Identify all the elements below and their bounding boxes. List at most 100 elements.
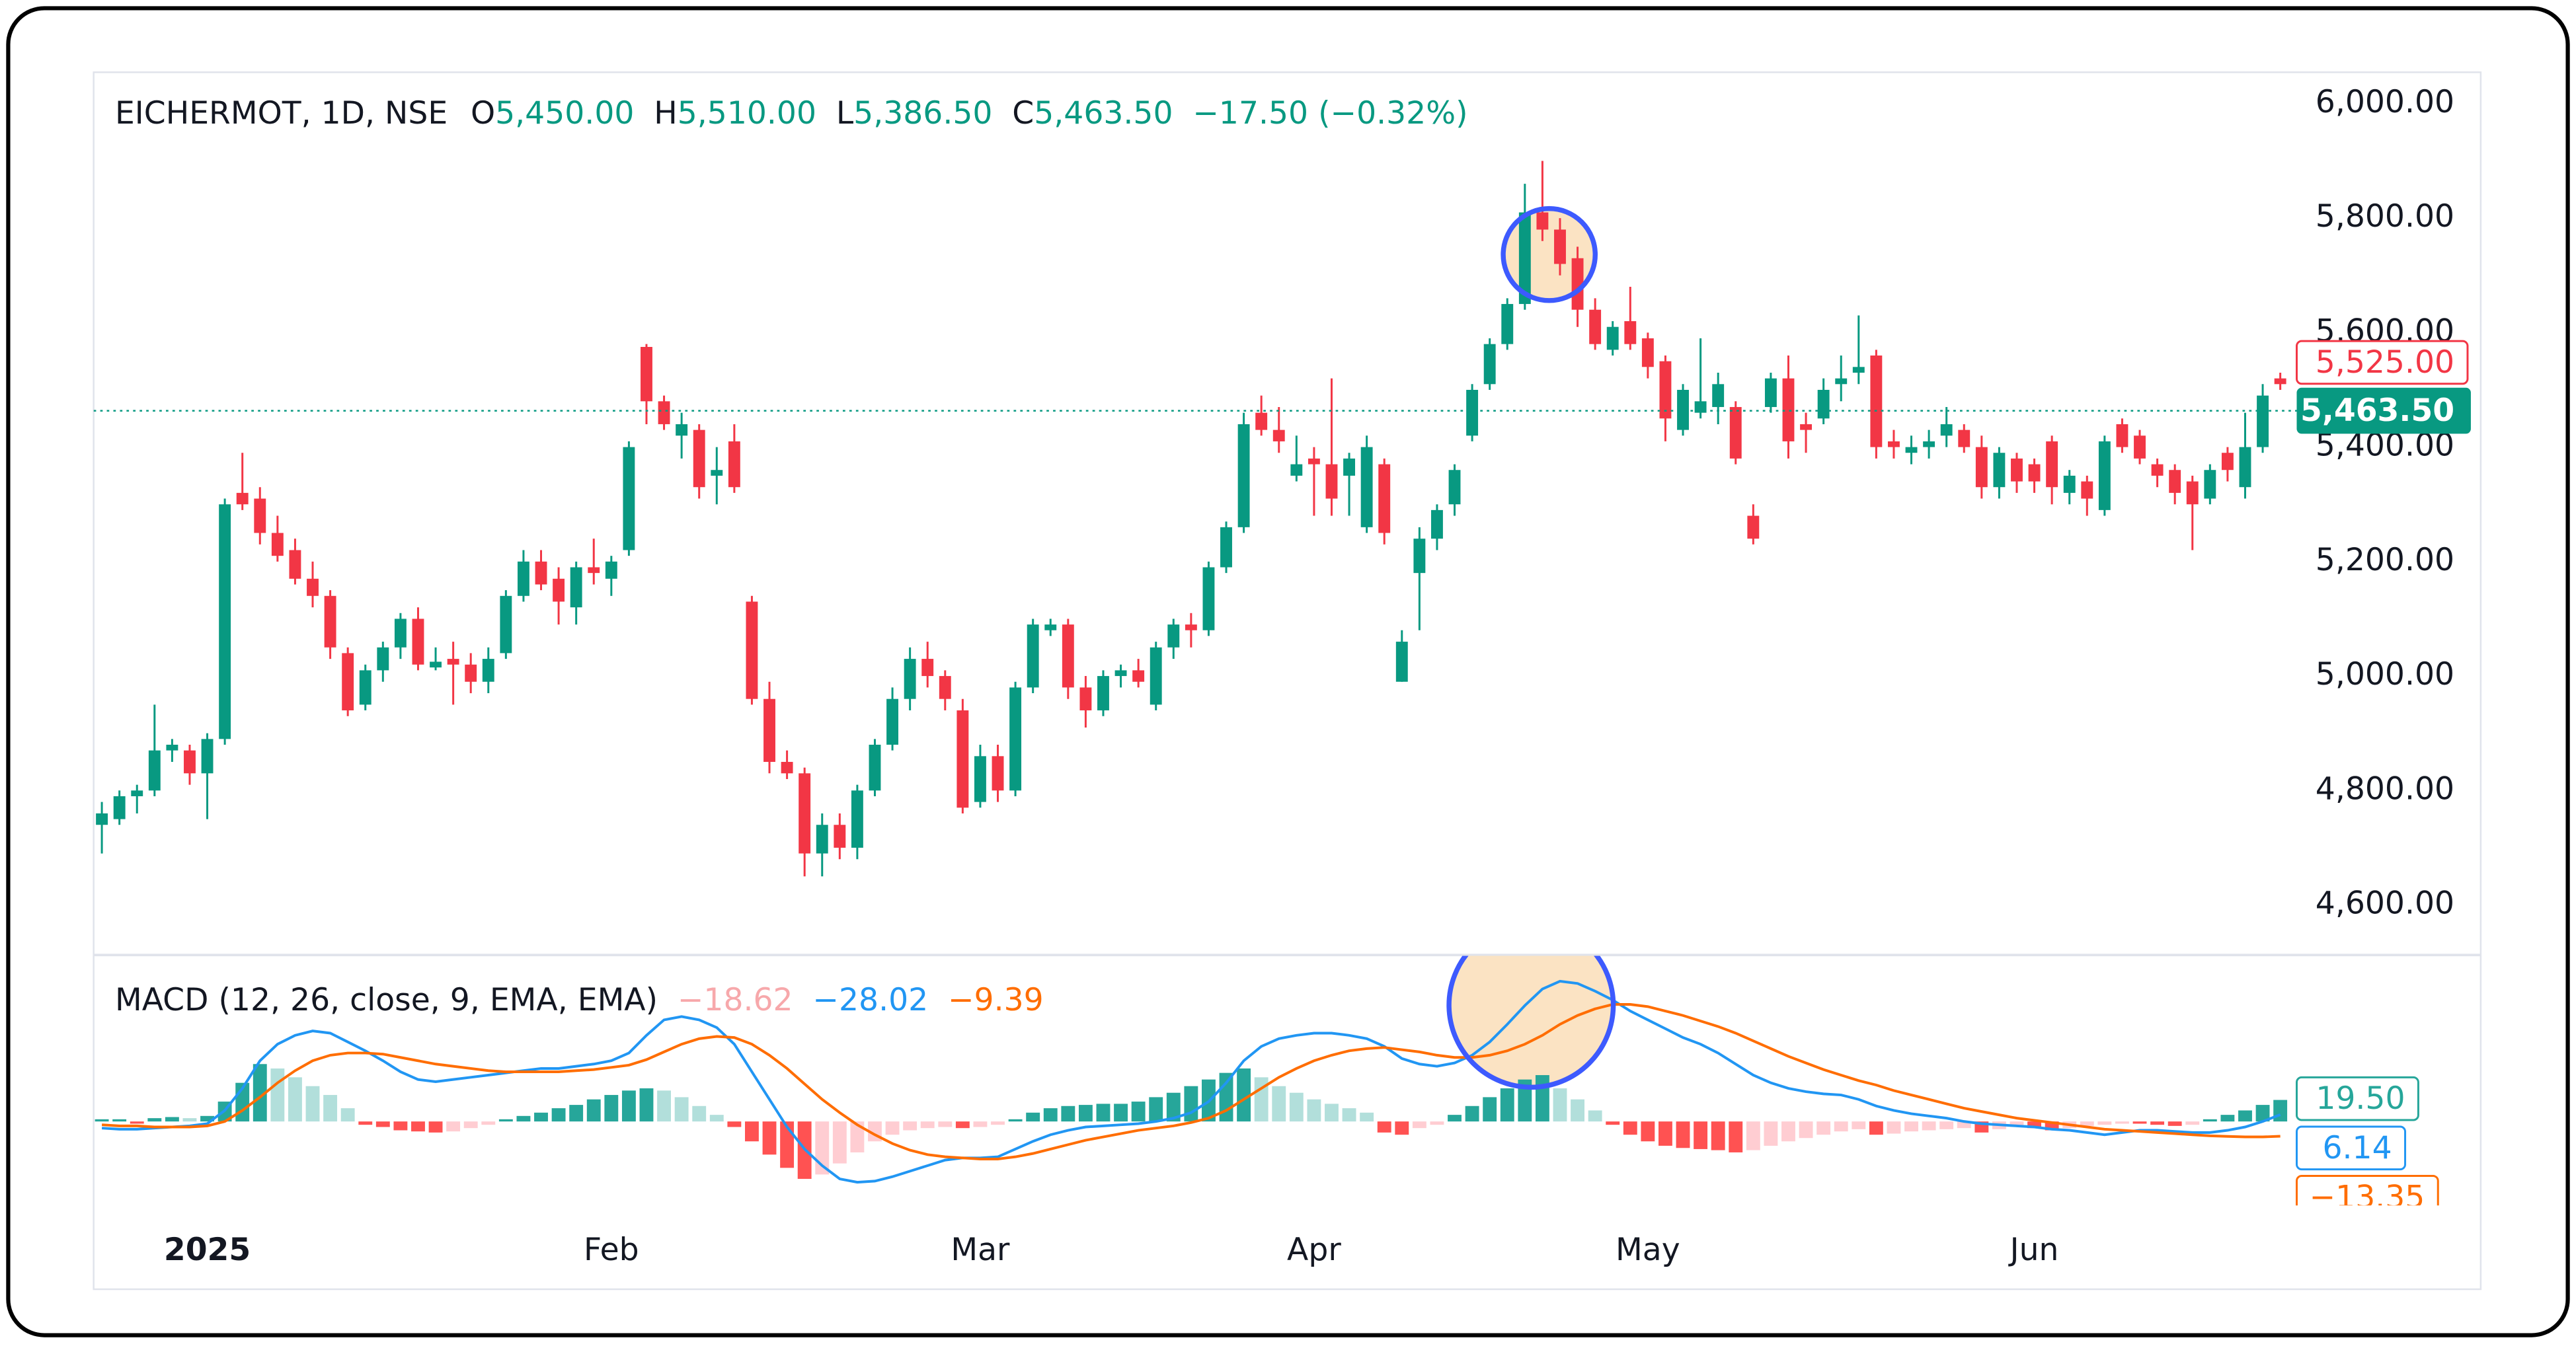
candle-body [2134,435,2146,459]
histogram-bar [1869,1121,1883,1135]
histogram-bar [1008,1119,1023,1122]
candle-body [1589,309,1602,344]
histogram-bar [1465,1106,1479,1122]
histogram-bar [1500,1088,1514,1122]
x-tick-label: 2025 [164,1232,251,1268]
histogram-bar [112,1119,127,1122]
histogram-bar [674,1097,689,1122]
histogram-bar [463,1121,478,1129]
histogram-bar [991,1121,1005,1125]
histogram-bar [2132,1121,2147,1124]
candle-body [658,401,670,424]
signal-line [101,1003,2281,1160]
histogram-bar [709,1115,724,1122]
price-mark-tag [2296,340,2469,385]
macd-pane [95,956,2288,1184]
symbol: EICHERMOT, 1D, NSE [115,95,448,131]
candle-body [1132,670,1145,682]
indicator-tag-label: −13.35 [2310,1179,2425,1215]
histogram-bar [920,1121,935,1129]
candle-body [693,430,705,488]
candle-body [1800,424,1813,430]
candle-body [1360,447,1373,527]
histogram-bar [1483,1097,1497,1122]
histogram-bar [885,1121,900,1135]
candle-body [728,441,740,488]
candle-body [869,744,881,791]
candle-body [799,773,811,854]
histogram-bar [253,1064,267,1122]
candle-body [1378,464,1391,533]
candle-body [184,750,196,774]
candle-body [1114,670,1127,677]
candle-body [166,744,178,751]
histogram-bar [165,1117,179,1122]
highlight-circle [1501,206,1598,303]
candle-body [1413,539,1426,574]
candle-body [1852,367,1865,373]
histogram-bar [1834,1121,1848,1132]
histogram-bar [762,1121,777,1155]
candle-body [1571,258,1584,310]
legend-value: 5,450.00 [495,95,634,131]
histogram-bar [1764,1121,1778,1146]
candle-body [1870,356,1883,447]
histogram-bar [1325,1104,1339,1122]
candle-body [2274,378,2286,385]
histogram-bar [516,1115,531,1122]
histogram-bar [938,1121,953,1127]
candle-body [746,601,758,699]
candle-body [447,659,459,665]
candle-body [886,698,899,745]
histogram-bar [481,1121,496,1125]
candle-body [1150,647,1162,705]
candle-body [1835,378,1848,385]
candle-body [623,447,635,550]
candle-body [2081,481,2093,499]
histogram-bar [1659,1121,1672,1146]
histogram-bar [1957,1121,1971,1129]
candle-body [1079,687,1092,711]
histogram-bar [288,1077,302,1122]
candle-body [1817,389,1830,419]
indicator-tag-label: 6.14 [2323,1130,2392,1166]
histogram-bar [2203,1119,2217,1122]
x-tick-label: May [1616,1232,1680,1268]
candle-body [430,661,442,668]
highlight-circle [1446,956,1616,1090]
candle-body [1430,509,1443,539]
histogram-bar [973,1121,988,1127]
candle-body [1905,447,1918,453]
candle-body [342,653,354,711]
candle-body [1483,344,1496,385]
histogram-bar [1131,1102,1146,1122]
legend-key: O [471,95,495,131]
candle-body [2098,441,2111,510]
histogram-bar [1096,1104,1111,1122]
y-tick-label: 5,200.00 [2316,542,2454,578]
candle-body [1501,304,1514,344]
candle-body [2221,453,2234,470]
candle-body [2169,470,2181,493]
candle-body [412,619,424,665]
candle-body [1220,527,1232,568]
candle-body [851,790,863,848]
macd-title: MACD (12, 26, close, 9, EMA, EMA) [115,982,658,1018]
histogram-bar [1816,1121,1831,1135]
candle-body [2011,458,2023,482]
y-tick-label: 4,600.00 [2316,885,2454,922]
candle-body [2151,464,2164,476]
macd-legend-value: −9.39 [948,982,1044,1018]
histogram-bar [1641,1121,1655,1142]
chart-area [93,71,2482,1291]
candle-body [1712,384,1725,407]
candle-body [2028,464,2041,482]
histogram-bar [1553,1088,1567,1122]
histogram-bar [1289,1092,1304,1122]
candle-body [2239,447,2251,488]
last-price-tag [2296,387,2471,434]
histogram-bar [1711,1121,1725,1150]
histogram-bar [323,1095,338,1122]
candle-body [2186,481,2199,505]
candle-body [921,659,934,677]
